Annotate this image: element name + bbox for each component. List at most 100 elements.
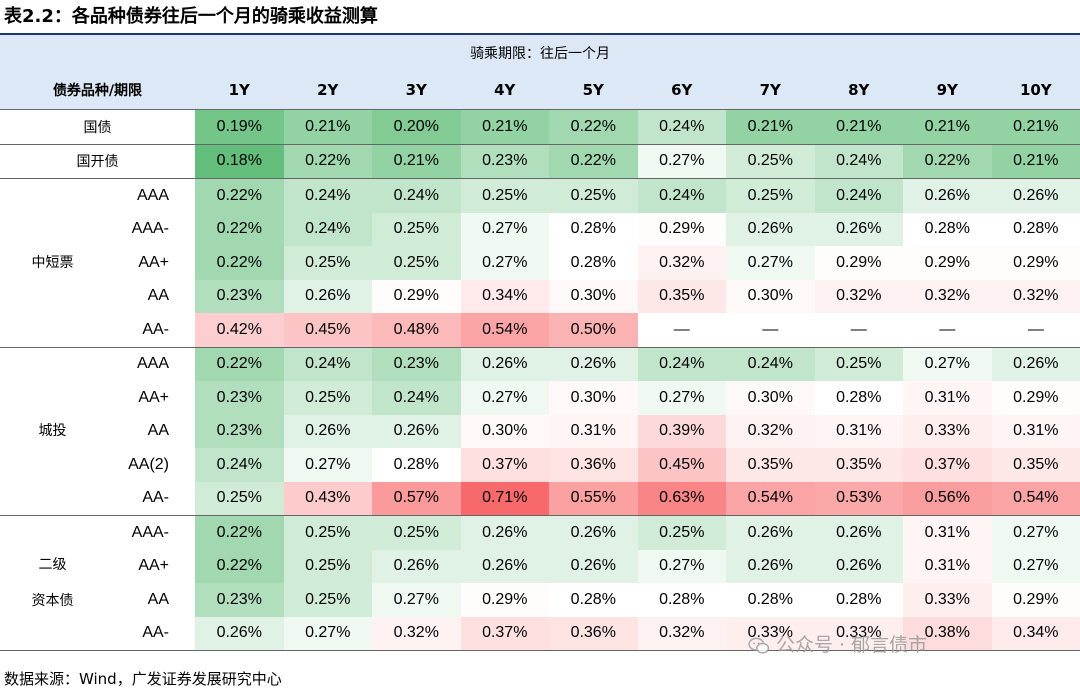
value-cell: 0.28% <box>549 583 638 617</box>
value-cell: 0.23% <box>372 346 461 381</box>
value-cell: 0.27% <box>991 549 1080 583</box>
value-cell: 0.25% <box>283 515 372 550</box>
value-cell: 0.22% <box>195 178 284 213</box>
value-cell: 0.21% <box>903 109 992 145</box>
value-cell: 0.54% <box>460 313 549 348</box>
value-cell: 0.26% <box>372 414 461 448</box>
value-cell: 0.63% <box>637 481 726 516</box>
rating-label: AA- <box>105 313 195 348</box>
value-cell: 0.26% <box>460 549 549 583</box>
value-cell: 0.31% <box>991 414 1080 448</box>
value-cell: 0.27% <box>637 143 726 179</box>
value-cell: 0.28% <box>903 212 992 246</box>
table-row: AA 0.23% 0.26% 0.29% 0.34% 0.30% 0.35% 0.30% 0.3… <box>0 279 1080 313</box>
value-cell: 0.23% <box>195 381 284 415</box>
value-cell: 0.54% <box>726 481 815 516</box>
value-cell: 0.27% <box>903 346 992 381</box>
rating-label: AAA- <box>105 515 195 550</box>
value-cell: 0.29% <box>991 381 1080 415</box>
table-row: 中短票 AAA 0.22% 0.24% 0.24% 0.25% 0.25% 0.24% 0.25… <box>0 178 1080 348</box>
value-cell: 0.32% <box>991 279 1080 313</box>
value-cell: 0.31% <box>814 414 903 448</box>
category-label: 中短票 <box>0 178 105 348</box>
value-cell: 0.25% <box>372 212 461 246</box>
value-cell: 0.53% <box>814 481 903 516</box>
value-cell: 0.30% <box>460 414 549 448</box>
value-cell: 0.43% <box>283 481 372 516</box>
value-cell: 0.25% <box>814 346 903 381</box>
rating-label: AA(2) <box>128 455 169 473</box>
value-cell: 0.26% <box>549 549 638 583</box>
value-cell: 0.25% <box>460 178 549 213</box>
value-cell: 0.21% <box>726 109 815 145</box>
value-cell: 0.32% <box>726 414 815 448</box>
table-row: AA+ 0.22% 0.25% 0.26% 0.26% 0.26% 0.27% 0.26% 0.… <box>0 549 1080 583</box>
table-row: 国开债 0.18% 0.22% 0.21% 0.23% 0.22% 0.27% 0.25% 0.… <box>0 143 1080 179</box>
value-cell: 0.26% <box>903 178 992 213</box>
value-cell: 0.29% <box>991 583 1080 617</box>
table-row: AA+ 0.23% 0.25% 0.24% 0.27% 0.30% 0.27% 0.30% 0.… <box>0 381 1080 415</box>
rating-label: AAA <box>105 178 195 213</box>
value-cell: 0.38% <box>903 616 992 651</box>
value-cell: 0.26% <box>460 515 549 550</box>
table-row: AA 0.23% 0.25% 0.27% 0.29% 0.28% 0.28% 0.28% 0.2… <box>0 583 1080 617</box>
column-header-5y: 5Y <box>549 71 638 110</box>
value-cell: 0.22% <box>195 246 284 280</box>
value-cell: 0.28% <box>637 583 726 617</box>
value-cell: 0.24% <box>637 178 726 213</box>
rating-label: AA <box>147 422 169 440</box>
value-cell: 0.26% <box>549 346 638 381</box>
value-cell: 0.29% <box>903 246 992 280</box>
value-cell: 0.30% <box>726 381 815 415</box>
column-header-3y: 3Y <box>372 71 461 110</box>
watermark: 公众号 · 郁言债市 <box>748 631 927 659</box>
value-cell: 0.26% <box>726 515 815 550</box>
value-cell: 0.30% <box>549 381 638 415</box>
category-label: 城投 <box>0 346 105 516</box>
value-cell: 0.18% <box>195 143 284 179</box>
value-cell: 0.26% <box>283 279 372 313</box>
value-cell: 0.22% <box>283 143 372 179</box>
value-cell: 0.23% <box>195 414 284 448</box>
value-cell: 0.28% <box>549 212 638 246</box>
value-cell: 0.55% <box>549 481 638 516</box>
value-cell: 0.57% <box>372 481 461 516</box>
table-body: 国债 0.19% 0.21% 0.20% 0.21% 0.22% 0.24% 0.21% 0.2… <box>0 109 1080 651</box>
value-cell: 0.35% <box>726 448 815 482</box>
value-cell: 0.24% <box>283 212 372 246</box>
rating-label: AA+ <box>138 388 169 406</box>
value-cell: 0.26% <box>283 414 372 448</box>
value-cell: 0.20% <box>372 109 461 145</box>
value-cell: 0.26% <box>991 178 1080 213</box>
value-cell: 0.26% <box>372 549 461 583</box>
value-cell: 0.29% <box>637 212 726 246</box>
value-cell: 0.26% <box>814 549 903 583</box>
column-header-1y: 1Y <box>195 71 284 110</box>
value-cell: 0.21% <box>372 143 461 179</box>
value-cell: 0.33% <box>903 414 992 448</box>
value-cell: 0.35% <box>637 279 726 313</box>
value-cell: 0.25% <box>283 583 372 617</box>
value-cell: 0.32% <box>637 616 726 651</box>
rating-label: AA <box>147 590 169 608</box>
category-label: 二级 资本债 <box>0 515 105 651</box>
value-cell: 0.39% <box>637 414 726 448</box>
value-cell: 0.26% <box>726 212 815 246</box>
value-cell: 0.35% <box>814 448 903 482</box>
value-cell: 0.71% <box>460 481 549 516</box>
category-label: 国开债 <box>0 143 195 179</box>
table-row: 国债 0.19% 0.21% 0.20% 0.21% 0.22% 0.24% 0.21% 0.2… <box>0 109 1080 145</box>
value-cell: 0.28% <box>726 583 815 617</box>
value-cell: 0.22% <box>549 109 638 145</box>
value-cell: 0.27% <box>460 246 549 280</box>
value-cell: 0.37% <box>903 448 992 482</box>
column-header-4y: 4Y <box>460 71 549 110</box>
table-row: AA- 0.42% 0.45% 0.48% 0.54% 0.50% — — — — — <box>0 313 1080 348</box>
table-row: AAA- 0.22% 0.24% 0.25% 0.27% 0.28% 0.29% 0.26% 0… <box>0 212 1080 246</box>
value-cell: 0.24% <box>283 178 372 213</box>
value-cell: 0.24% <box>726 346 815 381</box>
value-cell: 0.27% <box>283 448 372 482</box>
value-cell: 0.26% <box>195 616 284 651</box>
value-cell: 0.23% <box>460 143 549 179</box>
value-cell: 0.27% <box>283 616 372 651</box>
